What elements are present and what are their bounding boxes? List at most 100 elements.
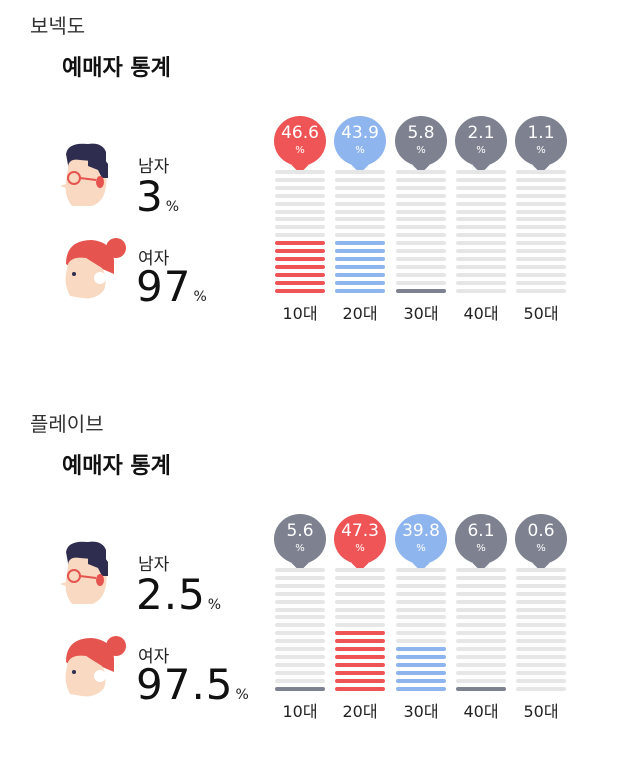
age-group-label: 40대 [463,702,499,721]
bar-stripe-empty [275,615,325,620]
bar-stripe-empty [275,639,325,644]
bar-stripe-empty [516,272,566,277]
bar-stripe-empty [516,241,566,246]
age-percent-value: 5.6 [286,521,314,541]
bar-stripe-filled [335,647,385,651]
bar-stripe-empty [516,280,566,285]
bar-stripe-empty [275,201,325,206]
bubble-circle [515,116,567,166]
bubble-circle [515,514,567,564]
age-percent-bubble: 47.3% [334,514,386,572]
bar-stripe-filled [335,288,385,293]
age-bar [335,170,385,296]
age-group-label: 30대 [403,304,439,323]
bar-stripe-empty [396,599,446,604]
bubble-circle [334,514,386,564]
bar-stripe-empty [396,225,446,230]
bar-stripe-empty [396,575,446,580]
bar-stripe-empty [516,217,566,222]
female-unit: % [235,687,250,703]
bar-stripe-empty [335,170,385,174]
section-title: 플레이브 [30,412,104,436]
bar-stripe-empty [516,177,566,182]
bar-stripe-filled [396,662,446,667]
female-value: 97.5 [136,660,234,709]
age-percent-unit: % [536,543,546,554]
bubble-circle [395,514,447,564]
bar-stripe-empty [335,225,385,230]
bar-stripe-empty [456,272,506,277]
bar-stripe-empty [275,217,325,222]
bar-stripe-empty [456,568,506,572]
age-percent-bubble: 2.1% [455,116,507,174]
age-group-label: 40대 [463,304,499,323]
age-bar [396,170,446,296]
bar-stripe-empty [516,185,566,190]
bar-stripe-empty [516,662,566,667]
age-chart: 46.6% 10대 43.9% 20대 5.8% 30대 2.1% 40대 1.1% 50대 [0,0,640,372]
bar-stripe-empty [396,201,446,206]
bar-stripe-filled [335,654,385,659]
male-unit: % [207,597,223,613]
male-percent: 2.5% [136,570,222,619]
male-avatar-icon [58,142,130,210]
bar-stripe-empty [456,583,506,588]
age-percent-unit: % [416,543,426,554]
bar-stripe-empty [396,249,446,253]
bar-stripe-empty [275,185,325,190]
bar-stripe-empty [396,607,446,612]
bar-stripe-empty [335,607,385,612]
bar-stripe-filled [275,241,325,246]
bar-stripe-filled [396,686,446,691]
bar-stripe-empty [456,670,506,675]
bar-stripe-empty [335,568,385,572]
female-label: 여자 [138,249,170,269]
bar-stripe-empty [335,615,385,620]
bar-stripe-filled [335,256,385,261]
bar-stripe-filled [335,272,385,277]
bar-stripe-empty [335,599,385,604]
bar-stripe-empty [516,647,566,651]
bar-stripe-empty [456,654,506,659]
age-percent-bubble: 5.8% [395,116,447,174]
bar-stripe-empty [396,639,446,644]
male-label: 남자 [138,157,170,177]
bar-stripe-empty [456,639,506,644]
bar-stripe-filled [335,264,385,269]
bar-stripe-empty [456,575,506,580]
bubble-circle [395,116,447,166]
bar-stripe-filled [335,249,385,253]
bar-stripe-empty [516,193,566,198]
age-bar [456,170,506,296]
bar-stripe-empty [396,280,446,285]
age-percent-value: 0.6 [527,521,555,541]
bubble-circle [274,116,326,166]
bar-stripe-empty [516,654,566,659]
bar-stripe-empty [335,217,385,222]
bar-stripe-empty [456,288,506,293]
bar-stripe-filled [335,280,385,285]
bar-stripe-empty [335,591,385,596]
bar-stripe-empty [396,177,446,182]
age-percent-bubble: 43.9% [334,116,386,174]
bar-stripe-empty [275,623,325,628]
bar-stripe-empty [456,631,506,636]
age-percent-unit: % [295,145,305,156]
bar-stripe-filled [335,678,385,683]
age-bar [516,568,566,694]
bar-stripe-empty [456,647,506,651]
bar-stripe-empty [456,607,506,612]
bar-stripe-empty [335,583,385,588]
bar-stripe-empty [456,678,506,683]
bar-stripe-empty [396,256,446,261]
female-avatar-icon [58,632,130,700]
stats-title: 예매자 통계 [62,56,171,81]
bar-stripe-filled [396,647,446,651]
section-title: 보넥도 [30,14,86,38]
bar-stripe-empty [275,575,325,580]
bar-stripe-empty [516,568,566,572]
age-percent-value: 47.3 [341,521,379,541]
bar-stripe-filled [335,686,385,691]
age-percent-value: 43.9 [341,123,379,143]
male-avatar-icon [58,540,130,608]
